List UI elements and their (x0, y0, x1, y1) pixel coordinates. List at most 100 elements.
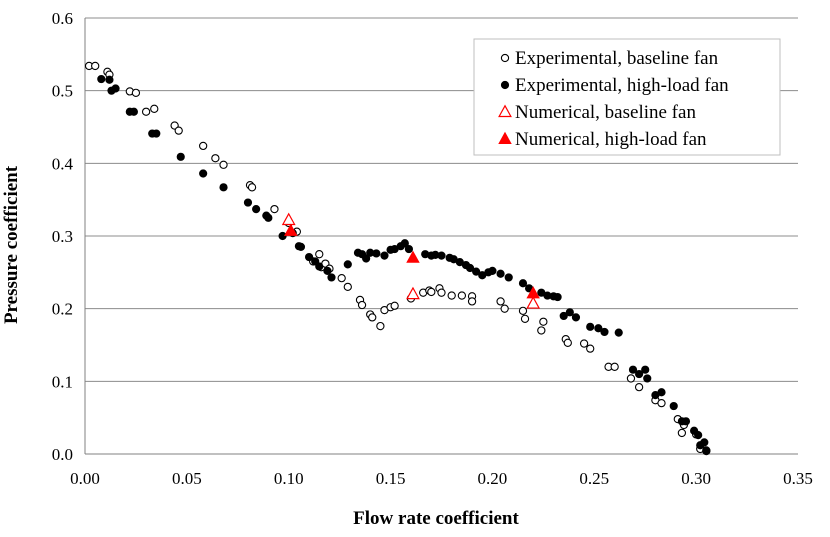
legend-label: Numerical, baseline fan (515, 102, 696, 123)
data-point (579, 339, 589, 348)
x-axis-title: Flow rate coefficient (353, 508, 519, 529)
data-point (702, 446, 711, 455)
axes (84, 18, 798, 455)
data-point (628, 365, 638, 374)
legend-label: Experimental, baseline fan (515, 48, 719, 69)
data-point (174, 126, 183, 135)
data-point (129, 107, 138, 116)
data-point (141, 107, 151, 116)
legend-marker (500, 80, 510, 90)
data-point (362, 254, 371, 263)
data-point (518, 279, 528, 288)
data-point (657, 398, 666, 408)
y-tick-label: 0.1 (52, 372, 73, 391)
data-point (97, 74, 106, 84)
data-point (91, 61, 100, 71)
data-point (634, 382, 644, 392)
data-point (669, 401, 678, 411)
data-point (526, 286, 540, 299)
data-point (496, 269, 505, 278)
data-point (537, 326, 546, 335)
data-point (278, 231, 287, 241)
y-tick-label: 0.0 (52, 445, 73, 464)
data-point (406, 286, 420, 300)
data-point (677, 428, 687, 438)
data-point (586, 322, 595, 331)
data-point (563, 338, 572, 347)
data-point (105, 75, 114, 84)
data-point (111, 84, 120, 93)
data-point (520, 314, 530, 323)
data-point (437, 288, 446, 297)
data-point (199, 169, 208, 178)
data-point (323, 266, 332, 275)
data-point (343, 282, 352, 292)
data-point (586, 344, 595, 353)
data-point (643, 374, 652, 383)
data-point (380, 251, 389, 260)
data-point (219, 160, 228, 169)
data-point (539, 317, 548, 326)
data-point (376, 321, 385, 331)
data-point (694, 431, 703, 440)
data-point (626, 374, 636, 383)
data-point (368, 313, 377, 322)
legend-marker (498, 131, 512, 144)
data-point (635, 369, 644, 379)
data-point (252, 205, 261, 214)
data-point (219, 183, 228, 192)
data-point (467, 297, 477, 306)
data-point (296, 242, 306, 251)
data-point (152, 129, 161, 138)
data-point (600, 327, 609, 337)
legend: Experimental, baseline fan Experimental, … (473, 38, 781, 156)
y-axis-title: Pressure coefficient (1, 165, 22, 324)
data-point (357, 300, 367, 310)
legend-marker (500, 53, 510, 63)
x-tick-label: 0.05 (172, 469, 202, 488)
data-point (247, 183, 257, 192)
legend-label: Numerical, high-load fan (515, 129, 707, 150)
data-point (284, 223, 298, 236)
data-point (565, 308, 574, 317)
data-point (526, 296, 541, 309)
data-point (211, 154, 220, 163)
data-point (518, 306, 528, 315)
data-points (84, 61, 711, 456)
legend-marker (498, 104, 512, 118)
tick-labels: 0.0 0.1 0.2 0.3 0.4 0.5 0.6 0.00 0.05 0.10 0.15 0.2… (52, 9, 813, 488)
data-point (681, 417, 691, 426)
data-point (700, 438, 709, 447)
legend-box (473, 38, 781, 156)
data-point (610, 362, 619, 371)
data-point (465, 263, 475, 273)
data-point (571, 313, 581, 322)
data-point (641, 365, 650, 374)
legend-label: Experimental, high-load fan (515, 75, 729, 96)
x-tick-label: 0.15 (376, 469, 406, 488)
data-point (553, 292, 562, 302)
data-point (243, 198, 253, 207)
data-point (404, 244, 414, 254)
data-point (437, 251, 446, 260)
data-point (504, 273, 513, 282)
data-point (594, 324, 603, 333)
x-tick-label: 0.30 (681, 469, 711, 488)
data-point (199, 141, 208, 151)
data-point (281, 212, 296, 226)
data-point (447, 291, 456, 300)
data-point (315, 250, 324, 259)
data-point (270, 204, 279, 214)
y-tick-label: 0.5 (52, 82, 73, 101)
data-point (337, 273, 346, 283)
data-point (472, 267, 481, 276)
x-tick-label: 0.35 (783, 469, 813, 488)
data-point (488, 266, 497, 275)
x-tick-label: 0.10 (274, 469, 304, 488)
y-tick-label: 0.3 (52, 227, 73, 246)
data-point (400, 239, 409, 248)
data-point (496, 297, 505, 306)
data-point (390, 301, 399, 310)
